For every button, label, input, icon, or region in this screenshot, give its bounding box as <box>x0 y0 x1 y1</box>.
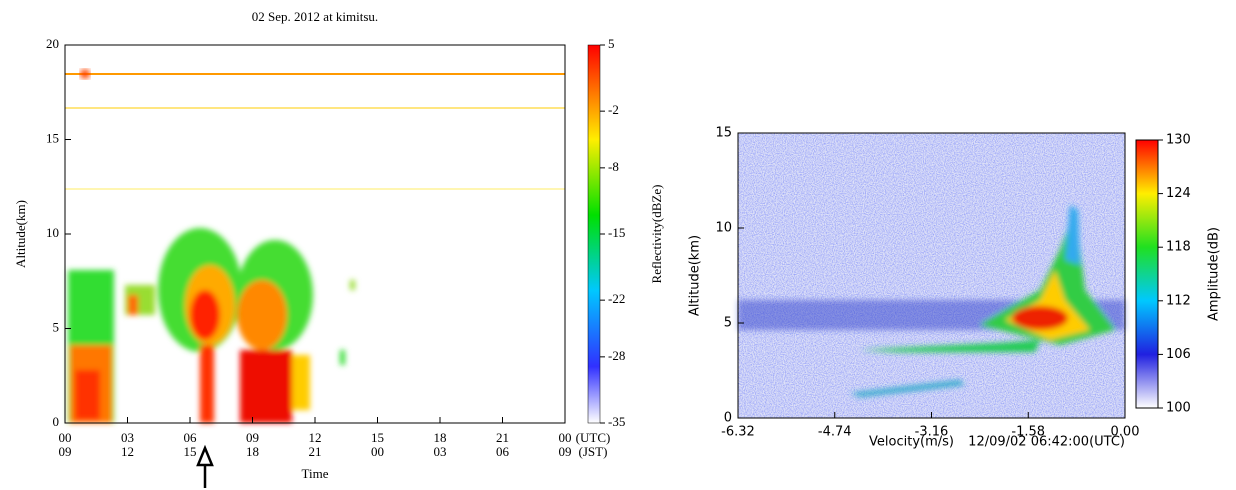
x-unit-label: (UTC) <box>576 430 611 445</box>
colorbar-tick-label: 124 <box>1166 186 1191 201</box>
colorbar-tick-label: -35 <box>608 414 625 429</box>
y-axis-label: Altitude(km) <box>13 200 28 268</box>
x-axis-label: Velocity(m/s) <box>869 435 954 450</box>
colorbar <box>1135 139 1159 409</box>
y-tick-label: 15 <box>715 126 732 141</box>
reflectivity-panel: 02 Sep. 2012 at kimitsu. 0 5 10 15 20 00 03 06 09… <box>13 9 664 488</box>
spectrum-panel: 0 5 10 15 -6.32 -4.74 -3.16 -1.58 0.00 Velocity(m… <box>688 126 1222 450</box>
colorbar-label: Amplitude(dB) <box>1207 227 1222 321</box>
x-tick-label: -3.16 <box>915 425 949 440</box>
echo-field <box>738 205 1125 397</box>
x-tick-label: -4.74 <box>818 425 852 440</box>
y-axis-label: Altitude(km) <box>688 235 703 316</box>
x-tick-label: 18 <box>434 430 447 445</box>
colorbar-label: Reflectivity(dBZe) <box>649 185 664 284</box>
x-tick-label-secondary: 03 <box>434 444 447 459</box>
x-tick-label: 21 <box>496 430 509 445</box>
colorbar <box>587 44 601 424</box>
y-tick-label: 10 <box>46 225 59 240</box>
x-tick-label: 03 <box>121 430 134 445</box>
x-tick-label: 0.00 <box>1111 425 1140 440</box>
y-tick-label: 0 <box>724 411 732 426</box>
colorbar-tick-label: -22 <box>608 291 625 306</box>
colorbar-tick-label: 106 <box>1166 347 1191 362</box>
plot-area <box>65 45 565 423</box>
x-tick-label: 15 <box>371 430 384 445</box>
colorbar-tick-label: -8 <box>608 159 619 174</box>
y-tick-label: 10 <box>715 221 732 236</box>
colorbar-tick-label: 5 <box>608 36 615 51</box>
x-tick-label: 09 <box>246 430 259 445</box>
interference-spot <box>80 69 90 79</box>
y-tick-label: 5 <box>724 316 732 331</box>
y-tick-label: 20 <box>46 36 59 51</box>
x-tick-label: -6.32 <box>721 425 755 440</box>
y-tick-label: 15 <box>46 130 59 145</box>
x-tick-label: 00 <box>559 430 572 445</box>
x-unit-label: (JST) <box>579 444 608 459</box>
x-tick-label-secondary: 21 <box>309 444 322 459</box>
colorbar-tick-label: -2 <box>608 102 619 117</box>
colorbar-tick-label: 118 <box>1166 240 1191 255</box>
x-tick-label-secondary: 09 <box>59 444 72 459</box>
x-tick-label: 00 <box>59 430 72 445</box>
y-tick-label: 0 <box>53 414 60 429</box>
x-tick-label-secondary: 12 <box>121 444 134 459</box>
x-tick-label-secondary: 06 <box>496 444 510 459</box>
colorbar-tick-label: 130 <box>1166 133 1191 148</box>
x-axis-label: Time <box>302 466 329 481</box>
colorbar-tick-label: 112 <box>1166 293 1191 308</box>
x-tick-label-secondary: 00 <box>371 444 384 459</box>
annotation: 12/09/02 06:42:00(UTC) <box>968 435 1125 450</box>
colorbar-tick-label: -15 <box>608 225 625 240</box>
colorbar-tick-label: 100 <box>1166 401 1191 416</box>
y-tick-label: 5 <box>53 319 60 334</box>
chart-title: 02 Sep. 2012 at kimitsu. <box>252 9 378 24</box>
x-tick-label-secondary: 15 <box>184 444 197 459</box>
x-tick-label-secondary: 18 <box>246 444 259 459</box>
x-tick-label: 12 <box>309 430 322 445</box>
x-tick-label: 06 <box>184 430 198 445</box>
echo-field <box>68 228 355 423</box>
colorbar-tick-label: -28 <box>608 348 625 363</box>
x-tick-label: -1.58 <box>1011 425 1045 440</box>
arrow <box>196 444 214 488</box>
x-tick-label-secondary: 09 <box>559 444 572 459</box>
